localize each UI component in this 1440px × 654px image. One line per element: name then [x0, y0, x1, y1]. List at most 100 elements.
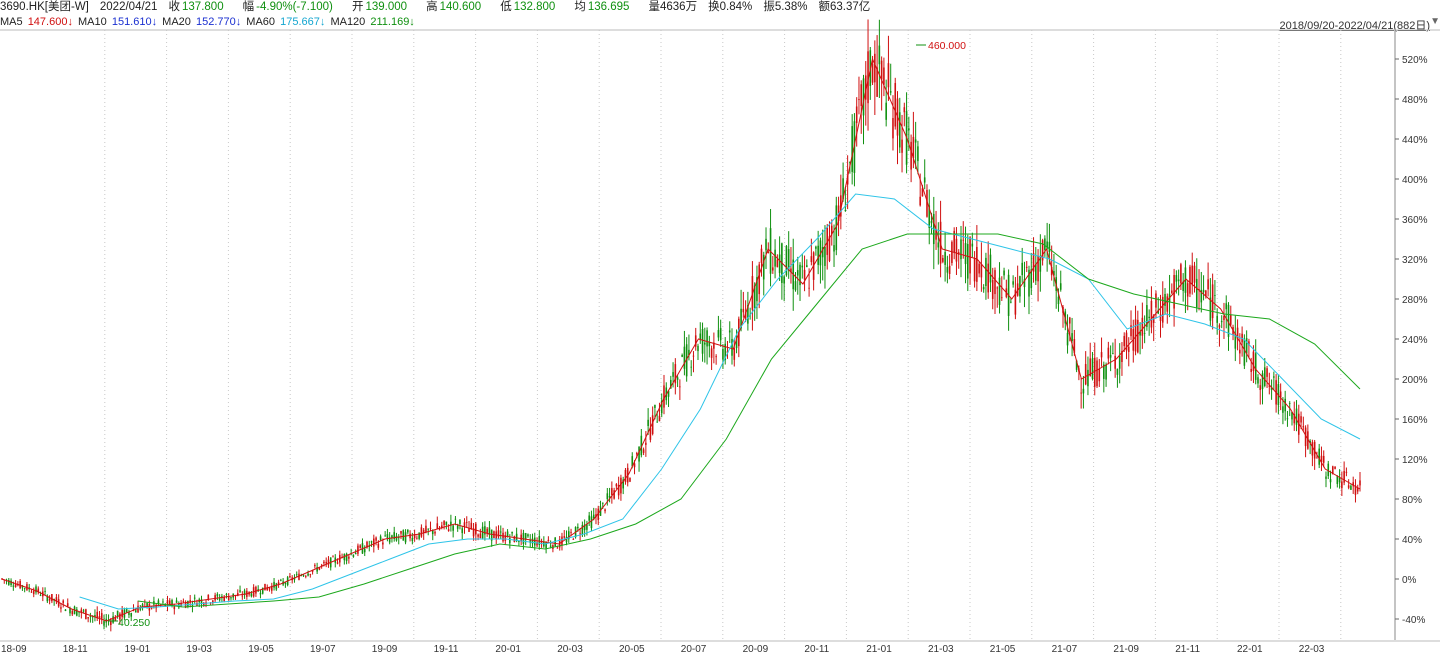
candle-body — [488, 527, 491, 535]
candle-body — [391, 535, 393, 538]
candle-body — [547, 539, 550, 542]
candle-body — [604, 509, 606, 512]
candle-body — [860, 84, 863, 107]
candle-body — [753, 285, 756, 308]
candle-body — [1186, 283, 1189, 297]
candle-body — [60, 607, 62, 609]
candle-body — [1200, 289, 1203, 303]
candle-body — [953, 230, 955, 253]
candle-body — [642, 449, 645, 453]
candle-body — [275, 583, 278, 590]
candle-body — [189, 600, 191, 603]
candle-body — [379, 536, 382, 541]
candle-body — [1093, 357, 1096, 387]
candle-body — [1134, 319, 1137, 352]
candle-body — [1066, 332, 1069, 346]
candle-body — [10, 580, 12, 585]
candle-body — [66, 603, 69, 607]
candle-body — [1189, 266, 1191, 294]
ma120-caption: MA120 — [330, 16, 366, 28]
candle-body — [649, 427, 652, 440]
close-value: 137.800 — [182, 1, 224, 13]
candle-body — [828, 236, 831, 261]
candle-body — [806, 265, 808, 268]
candle-body — [1356, 487, 1359, 492]
candle-body — [223, 597, 225, 602]
candle-body — [1096, 360, 1098, 387]
candle-body — [463, 522, 466, 528]
candle-body — [776, 259, 779, 268]
candle-body — [497, 530, 500, 538]
candle-body — [100, 613, 103, 619]
candle-body — [418, 532, 420, 539]
candle-body — [1103, 364, 1105, 379]
candle-body — [796, 270, 799, 276]
y-tick-label: 200% — [1402, 375, 1428, 386]
candle-body — [982, 287, 985, 290]
x-tick-label: 19-11 — [434, 644, 459, 654]
date-range-selector[interactable]: 2018/09/20-2022/04/21(882日) — [1279, 20, 1430, 32]
ma-legend: MA5 147.600↓ MA10 151.610↓ MA20 152.770↓… — [0, 16, 417, 30]
candle-body — [917, 146, 919, 162]
candle-body — [676, 377, 679, 380]
amplitude-value: 振5.38% — [763, 1, 808, 13]
candle-body — [1089, 358, 1092, 377]
candle-body — [343, 554, 346, 561]
candle-body — [810, 256, 813, 263]
chart-grid — [0, 29, 1440, 642]
candle-body — [14, 584, 17, 587]
candle-body — [762, 254, 765, 280]
open-field: 开 139.000 — [352, 0, 415, 14]
candle-body — [794, 281, 797, 291]
candle-body — [388, 537, 391, 543]
candle-body — [592, 514, 595, 519]
candle-body — [651, 415, 654, 434]
candle-body — [962, 239, 965, 241]
candle-body — [985, 257, 987, 287]
candle-body — [470, 522, 473, 530]
candle-body — [1220, 321, 1223, 323]
candle-body — [459, 520, 461, 524]
candle-body — [760, 248, 763, 263]
candle-body — [835, 205, 838, 251]
candle-body — [468, 527, 470, 532]
candle-body — [588, 515, 590, 521]
candle-body — [654, 404, 656, 408]
x-tick-label: 19-01 — [125, 644, 151, 654]
candle-body — [699, 333, 702, 340]
candle-body — [1098, 369, 1101, 382]
candle-body — [561, 536, 563, 546]
candle-body — [1139, 331, 1141, 336]
candle-body — [1035, 264, 1037, 281]
candle-body — [944, 252, 946, 265]
candle-body — [808, 287, 810, 289]
x-tick-label: 20-09 — [743, 644, 769, 654]
candle-body — [681, 355, 683, 357]
candle-body — [359, 545, 362, 548]
candle-body — [402, 530, 405, 541]
candle-body — [1329, 479, 1332, 483]
candle-body — [395, 535, 398, 541]
candle-body — [874, 53, 876, 83]
ma10-value: 151.610↓ — [111, 16, 158, 28]
candle-body — [1046, 241, 1048, 249]
candle-body — [309, 574, 312, 576]
candle-body — [645, 442, 647, 445]
close-caption: 收 — [168, 1, 181, 13]
close-field: 收 137.800 — [169, 0, 232, 14]
candle-body — [1012, 281, 1014, 285]
y-tick-label: 280% — [1402, 295, 1428, 306]
candle-body — [409, 533, 411, 539]
candle-body — [694, 335, 697, 347]
y-tick-label: -40% — [1402, 615, 1425, 626]
candle-body — [452, 525, 454, 531]
ma5-caption: MA5 — [0, 16, 23, 28]
candle-body — [567, 531, 570, 540]
candle-body — [912, 136, 915, 159]
candle-body — [946, 267, 949, 273]
candle-body — [876, 67, 878, 97]
candle-body — [1000, 297, 1003, 299]
candle-body — [1268, 385, 1271, 387]
triangle-down-icon[interactable]: ▼ — [1430, 16, 1440, 27]
